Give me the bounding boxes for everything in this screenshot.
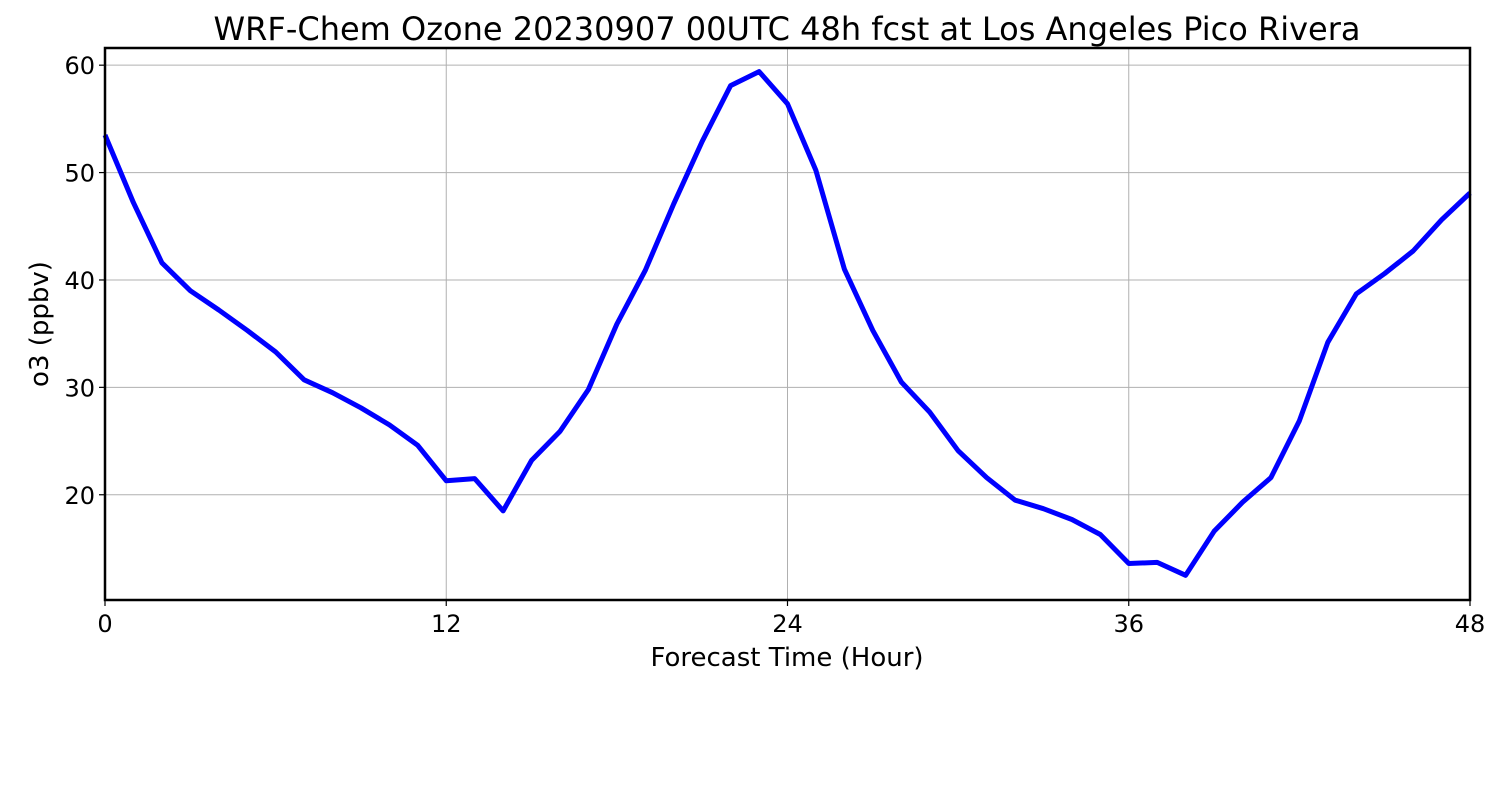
ozone-series-line	[102, 69, 1472, 578]
y-tick-label: 30	[64, 374, 95, 402]
y-tick-label: 50	[64, 160, 95, 188]
y-tick-label: 60	[64, 52, 95, 80]
x-tick-label: 48	[1455, 610, 1486, 638]
x-tick-label: 0	[97, 610, 112, 638]
x-tick-label: 24	[772, 610, 803, 638]
series-layer	[102, 69, 1472, 578]
y-axis-title: o3 (ppbv)	[25, 261, 55, 387]
grid-lines	[104, 48, 1471, 600]
axis-ticks: 0 12 24 36 48 20 30 40 50 60	[64, 52, 1485, 638]
x-tick-label: 36	[1113, 610, 1144, 638]
x-tick-label: 12	[431, 610, 462, 638]
y-tick-label: 20	[64, 482, 95, 510]
y-tick-label: 40	[64, 267, 95, 295]
x-axis-title: Forecast Time (Hour)	[650, 643, 923, 673]
chart-title: WRF-Chem Ozone 20230907 00UTC 48h fcst a…	[214, 10, 1361, 48]
